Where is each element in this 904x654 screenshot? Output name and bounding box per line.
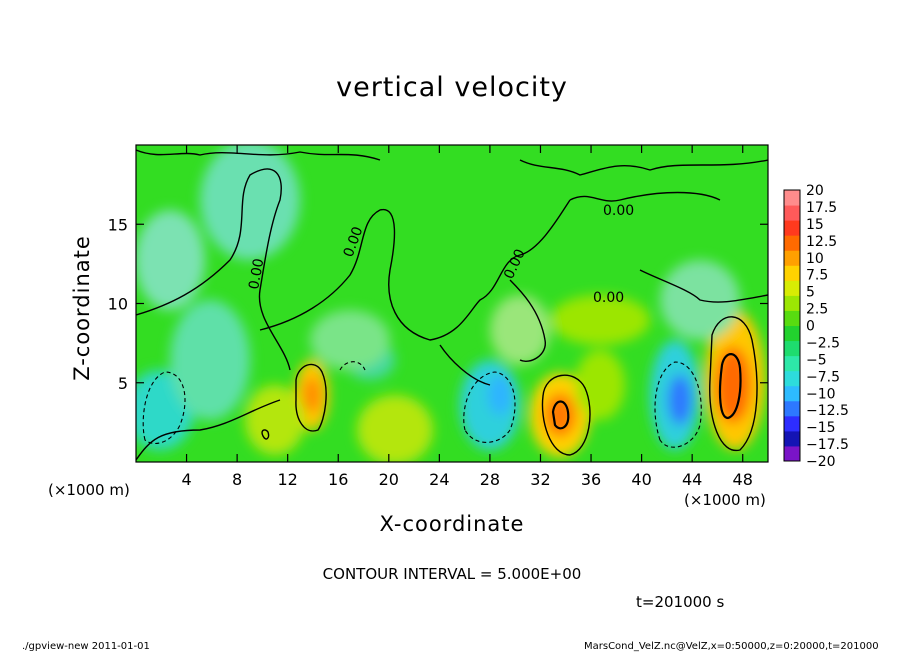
x-tick-label: 40 — [631, 470, 651, 489]
colorbar-segment — [784, 295, 800, 311]
colorbar: 2017.51512.5107.552.50−2.5−5−7.5−10−12.5… — [783, 183, 849, 470]
x-axis: 4 8 12 16 20 24 28 32 36 40 44 48 — [181, 145, 753, 489]
x-tick-label: 4 — [181, 470, 191, 489]
x-tick-label: 48 — [733, 470, 753, 489]
contour-label: 0.00 — [246, 257, 267, 290]
colorbar-segment — [784, 355, 800, 372]
x-tick-label: 28 — [480, 470, 500, 489]
x-tick-label: 20 — [379, 470, 399, 489]
colorbar-label: 7.5 — [806, 268, 828, 284]
field-shading — [136, 145, 765, 462]
colorbar-segment — [784, 430, 800, 447]
colorbar-segment — [784, 310, 800, 326]
colorbar-segment — [784, 385, 800, 402]
x-unit-label-right: (×1000 m) — [684, 491, 766, 509]
y-tick-label: 5 — [118, 374, 128, 393]
chart-title: vertical velocity — [336, 72, 568, 103]
contour-interval: CONTOUR INTERVAL = 5.000E+00 — [322, 565, 582, 583]
x-tick-label: 16 — [328, 470, 348, 489]
colorbar-label: −12.5 — [806, 403, 849, 419]
y-tick-label: 10 — [108, 295, 128, 314]
x-tick-label: 24 — [429, 470, 449, 489]
colorbar-segment — [784, 370, 800, 387]
colorbar-segment — [784, 325, 800, 342]
colorbar-label: −15 — [806, 420, 836, 436]
colorbar-frame — [783, 189, 801, 462]
colorbar-segment — [784, 400, 800, 417]
colorbar-label: −7.5 — [806, 369, 840, 385]
x-tick-label: 44 — [682, 470, 702, 489]
y-axis: 5 10 15 — [108, 215, 768, 393]
negative-contours — [142, 361, 702, 448]
colorbar-segment — [784, 235, 800, 251]
colorbar-label: 2.5 — [806, 302, 828, 318]
x-tick-label: 32 — [530, 470, 550, 489]
y-axis-label: Z-coordinate — [70, 235, 94, 381]
colorbar-segment — [784, 250, 800, 266]
colorbar-segment — [784, 415, 800, 432]
contour-label: 0.00 — [593, 290, 624, 306]
colorbar-label: 0 — [806, 319, 815, 335]
footer-right: MarsCond_VelZ.nc@VelZ,x=0:50000,z=0:2000… — [584, 641, 879, 652]
colorbar-label: 15 — [806, 217, 824, 233]
colorbar-label: −10 — [806, 386, 836, 402]
colorbar-segment — [784, 280, 800, 296]
colorbar-label: −17.5 — [806, 437, 849, 453]
x-tick-label: 12 — [278, 470, 298, 489]
x-tick-label: 8 — [232, 470, 242, 489]
colorbar-segment — [784, 205, 800, 221]
colorbar-label: 10 — [806, 251, 824, 267]
colorbar-label: −20 — [806, 454, 836, 470]
x-unit-label-left: (×1000 m) — [48, 481, 130, 499]
colorbar-segment — [784, 265, 800, 281]
contour-lines — [136, 149, 768, 461]
colorbar-label: −5 — [806, 352, 827, 368]
colorbar-label: 20 — [806, 183, 824, 199]
colorbar-label: 12.5 — [806, 234, 837, 250]
x-tick-label: 36 — [581, 470, 601, 489]
y-tick-label: 15 — [108, 215, 128, 234]
colorbar-label: 17.5 — [806, 200, 837, 216]
colorbar-segment — [784, 220, 800, 236]
time-label: t=201000 s — [636, 593, 725, 611]
contour-label: 0.00 — [603, 203, 634, 219]
colorbar-segment — [784, 340, 800, 357]
colorbar-segment — [784, 190, 800, 206]
x-axis-label: X-coordinate — [379, 512, 525, 536]
colorbar-label: −2.5 — [806, 335, 840, 351]
colorbar-segment — [784, 445, 800, 462]
colorbar-label: 5 — [806, 285, 815, 301]
footer-left: ./gpview-new 2011-01-01 — [22, 641, 150, 652]
